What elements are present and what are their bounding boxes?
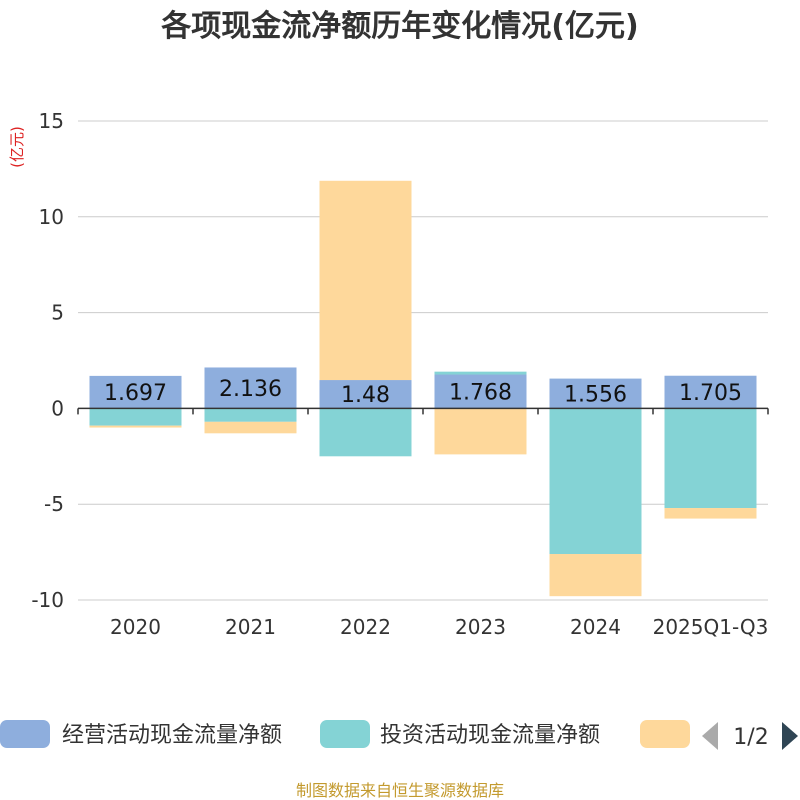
legend-swatch [320, 720, 370, 748]
bar-operating[interactable] [319, 380, 412, 409]
bar-investing[interactable] [664, 408, 757, 509]
legend-item[interactable]: 经营活动现金流量净额 [0, 720, 282, 748]
legend-label: 投资活动现金流量净额 [380, 723, 600, 748]
source-note: 制图数据来自恒生聚源数据库 [296, 781, 504, 800]
bar-data-label: 1.556 [564, 382, 627, 407]
bar-financing[interactable] [319, 180, 412, 381]
triangle-right-icon[interactable] [782, 722, 798, 750]
x-tick-label: 2024 [570, 615, 621, 639]
bar-investing[interactable] [89, 408, 182, 426]
legend-swatch [0, 720, 50, 748]
legend-label: 经营活动现金流量净额 [62, 723, 282, 748]
triangle-left-icon[interactable] [702, 722, 718, 750]
y-tick-label: 10 [39, 205, 64, 229]
axes: 2020 2021 2022 2023 2024 2025Q1-Q3 [77, 407, 769, 639]
x-tick-label: 2025Q1-Q3 [653, 615, 769, 639]
y-tick-label: 5 [51, 301, 64, 325]
bar-data-label: 1.48 [341, 383, 390, 408]
bar-operating[interactable] [89, 375, 182, 409]
bar-investing[interactable] [434, 371, 527, 375]
bar-investing[interactable] [319, 408, 412, 457]
x-tick-label: 2022 [340, 615, 391, 639]
bars [89, 180, 757, 597]
bar-financing[interactable] [664, 508, 757, 519]
legend[interactable]: 经营活动现金流量净额 投资活动现金流量净额 [0, 720, 690, 748]
bar-operating[interactable] [664, 375, 757, 409]
bar-investing[interactable] [549, 408, 642, 555]
data-labels: 1.697 2.136 1.48 1.768 1.556 1.705 [104, 377, 742, 408]
bar-operating[interactable] [434, 374, 527, 409]
x-tick-label: 2021 [225, 615, 276, 639]
bar-financing[interactable] [434, 408, 527, 455]
y-axis-unit-label: (亿元) [8, 126, 26, 168]
x-tick-label: 2023 [455, 615, 506, 639]
bar-data-label: 1.705 [679, 381, 742, 406]
y-tick-label: 15 [39, 109, 64, 133]
bar-financing[interactable] [89, 425, 182, 428]
legend-pager[interactable]: 1/2 [702, 722, 798, 750]
chart-title: 各项现金流净额历年变化情况(亿元) [160, 9, 638, 44]
bar-data-label: 1.697 [104, 381, 167, 406]
y-tick-label: -10 [31, 588, 64, 612]
legend-item[interactable]: 投资活动现金流量净额 [320, 720, 600, 748]
bar-investing[interactable] [204, 408, 297, 422]
legend-swatch [640, 720, 690, 748]
bar-data-label: 1.768 [449, 380, 512, 405]
bar-data-label: 2.136 [219, 377, 282, 402]
y-tick-label: -5 [44, 492, 64, 516]
grid-lines: -10 -5 0 5 10 15 [31, 109, 768, 612]
bar-financing[interactable] [549, 554, 642, 597]
bar-operating[interactable] [549, 378, 642, 409]
legend-item[interactable] [640, 720, 690, 748]
y-tick-label: 0 [51, 396, 64, 420]
pager-page-text: 1/2 [733, 725, 768, 750]
bar-financing[interactable] [204, 421, 297, 434]
x-tick-label: 2020 [110, 615, 161, 639]
bar-operating[interactable] [204, 367, 297, 409]
